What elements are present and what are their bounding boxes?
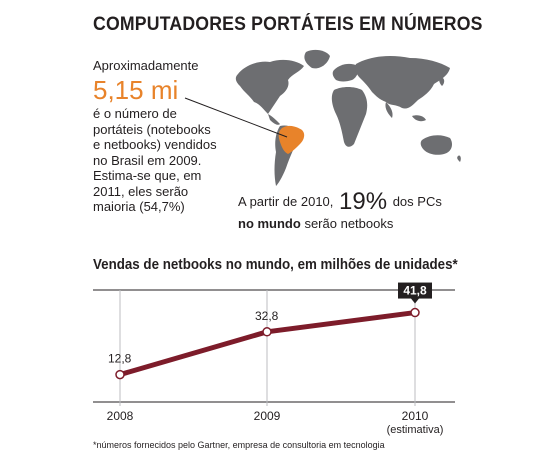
world-stat-percent: 19%	[339, 188, 388, 215]
brazil-stat-line: 2011, eles serão	[93, 183, 189, 199]
world-map-landmass	[235, 49, 461, 186]
world-stat-end: serão netbooks	[304, 216, 394, 231]
stat-connector-line	[184, 97, 288, 138]
brazil-stat-number: 5,15 mi	[93, 75, 179, 105]
brazil-stat-line: no Brasil em 2009.	[93, 152, 202, 168]
highlight-label-pointer	[411, 298, 419, 304]
x-tick-label: 2009	[254, 409, 281, 423]
data-label: 12,8	[108, 352, 132, 366]
brazil-stat-line: portáteis (notebooks	[93, 121, 211, 137]
highlight-label-box	[398, 282, 432, 299]
brazil-highlight	[278, 125, 305, 154]
data-point	[115, 369, 125, 380]
data-label: 32,8	[255, 309, 279, 323]
x-tick-note: (estimativa)	[387, 424, 444, 436]
brazil-stat-line: Estima-se que, em	[93, 168, 202, 183]
page-title: COMPUTADORES PORTÁTEIS EM NÚMEROS	[93, 14, 483, 35]
world-stat-prefix: A partir de 2010,	[238, 194, 334, 209]
footnote: *números fornecidos pelo Gartner, empres…	[93, 440, 385, 450]
data-point	[410, 307, 420, 318]
world-stat-line2: no mundo serão netbooks	[238, 216, 393, 231]
brazil-stat-line: e netbooks) vendidos	[93, 137, 217, 152]
x-tick-label: 2010	[402, 409, 429, 423]
brazil-stat-line: é o número de	[93, 106, 177, 121]
brazil-stat-block: Aproximadamente 5,15 mi é o número de po…	[93, 58, 243, 215]
data-point	[262, 327, 272, 337]
x-tick-label: 2008	[107, 409, 134, 423]
brazil-stat-description: é o número de portáteis (notebooks e net…	[93, 106, 243, 215]
world-stat-suffix: dos PCs	[392, 194, 442, 209]
world-stat-line1: A partir de 2010, 19% dos PCs	[238, 190, 442, 214]
brazil-stat-line: maioria (54,7%)	[93, 199, 185, 214]
brazil-stat-intro: Aproximadamente	[93, 58, 199, 73]
chart-title: Vendas de netbooks no mundo, em milhões …	[93, 257, 458, 273]
data-label: 41,8	[403, 284, 427, 298]
world-stat-bold: no mundo	[238, 216, 301, 231]
world-map	[235, 49, 461, 186]
